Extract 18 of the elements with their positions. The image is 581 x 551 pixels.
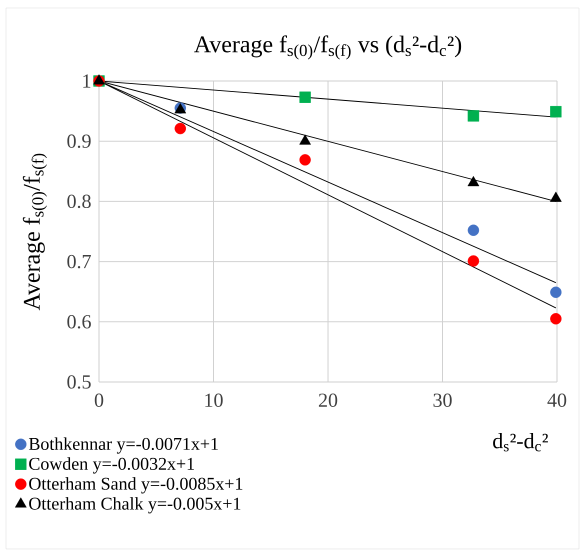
x-tick-label: 20 bbox=[318, 394, 338, 407]
legend-label: Otterham Sand y=-0.0085x+1 bbox=[29, 477, 242, 494]
legend-label: Otterham Chalk y=-0.005x+1 bbox=[29, 497, 240, 514]
chart-title: Average f$_{s(0)}$/f$_{s(f)}$ vs (d$_{s}$²-d$_{c}$²) bbox=[194, 35, 462, 60]
x-tick-label: 10 bbox=[205, 394, 223, 407]
x-tick-label: 40 bbox=[547, 394, 566, 407]
legend-label: Bothkennar y=-0.0071x+1 bbox=[28, 437, 218, 454]
y-tick-label: 1 bbox=[83, 74, 90, 88]
legend-label: Cowden y=-0.0032x+1 bbox=[29, 457, 194, 474]
x-tick-label: 0 bbox=[94, 394, 104, 407]
y-tick-label: 0.7 bbox=[67, 254, 91, 268]
y-tick-label: 0.5 bbox=[67, 375, 91, 389]
y-axis-title: Average f$_{s(0)}$/f$_{s(f)}$ bbox=[22, 154, 47, 310]
y-tick-label: 0.8 bbox=[67, 194, 91, 208]
y-tick-label: 0.9 bbox=[67, 134, 91, 148]
y-tick-label: 0.6 bbox=[67, 315, 91, 329]
x-tick-label: 30 bbox=[434, 394, 452, 407]
x-axis-title: d$_{s}$²-d$_{c}$² bbox=[493, 432, 548, 452]
